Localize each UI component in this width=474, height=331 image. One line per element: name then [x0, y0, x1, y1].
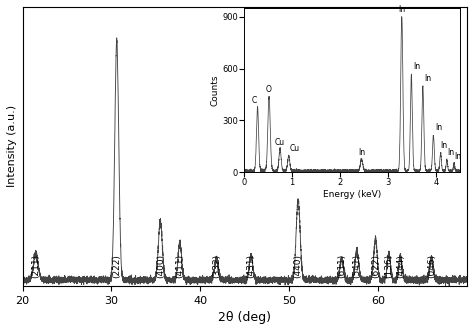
Text: (622): (622) — [371, 254, 380, 278]
Text: C: C — [251, 96, 256, 105]
Text: (332): (332) — [212, 254, 221, 278]
Text: In: In — [441, 141, 448, 150]
Y-axis label: Intensity (a.u.): Intensity (a.u.) — [7, 105, 17, 187]
Text: (541): (541) — [352, 254, 361, 278]
Text: (211): (211) — [31, 254, 40, 278]
Text: In: In — [424, 74, 431, 83]
Text: (411): (411) — [175, 254, 184, 278]
Text: In: In — [454, 152, 461, 161]
Text: (431): (431) — [246, 254, 255, 278]
Text: (444): (444) — [396, 254, 405, 278]
X-axis label: Energy (keV): Energy (keV) — [323, 190, 381, 199]
Text: (611): (611) — [337, 254, 346, 278]
Text: (136): (136) — [384, 254, 393, 278]
Text: In: In — [358, 148, 365, 157]
Text: (400): (400) — [156, 254, 165, 278]
Text: O: O — [266, 85, 272, 94]
Text: In: In — [398, 5, 405, 14]
Text: (440): (440) — [293, 254, 302, 278]
Y-axis label: Counts: Counts — [210, 74, 219, 106]
Text: Cu: Cu — [290, 145, 300, 154]
Text: In: In — [413, 62, 420, 71]
Text: Cu: Cu — [275, 138, 285, 147]
Text: (046): (046) — [427, 254, 436, 278]
Text: In: In — [435, 123, 442, 132]
X-axis label: 2θ (deg): 2θ (deg) — [219, 311, 271, 324]
Text: (222): (222) — [112, 254, 121, 278]
Text: In: In — [447, 149, 454, 158]
